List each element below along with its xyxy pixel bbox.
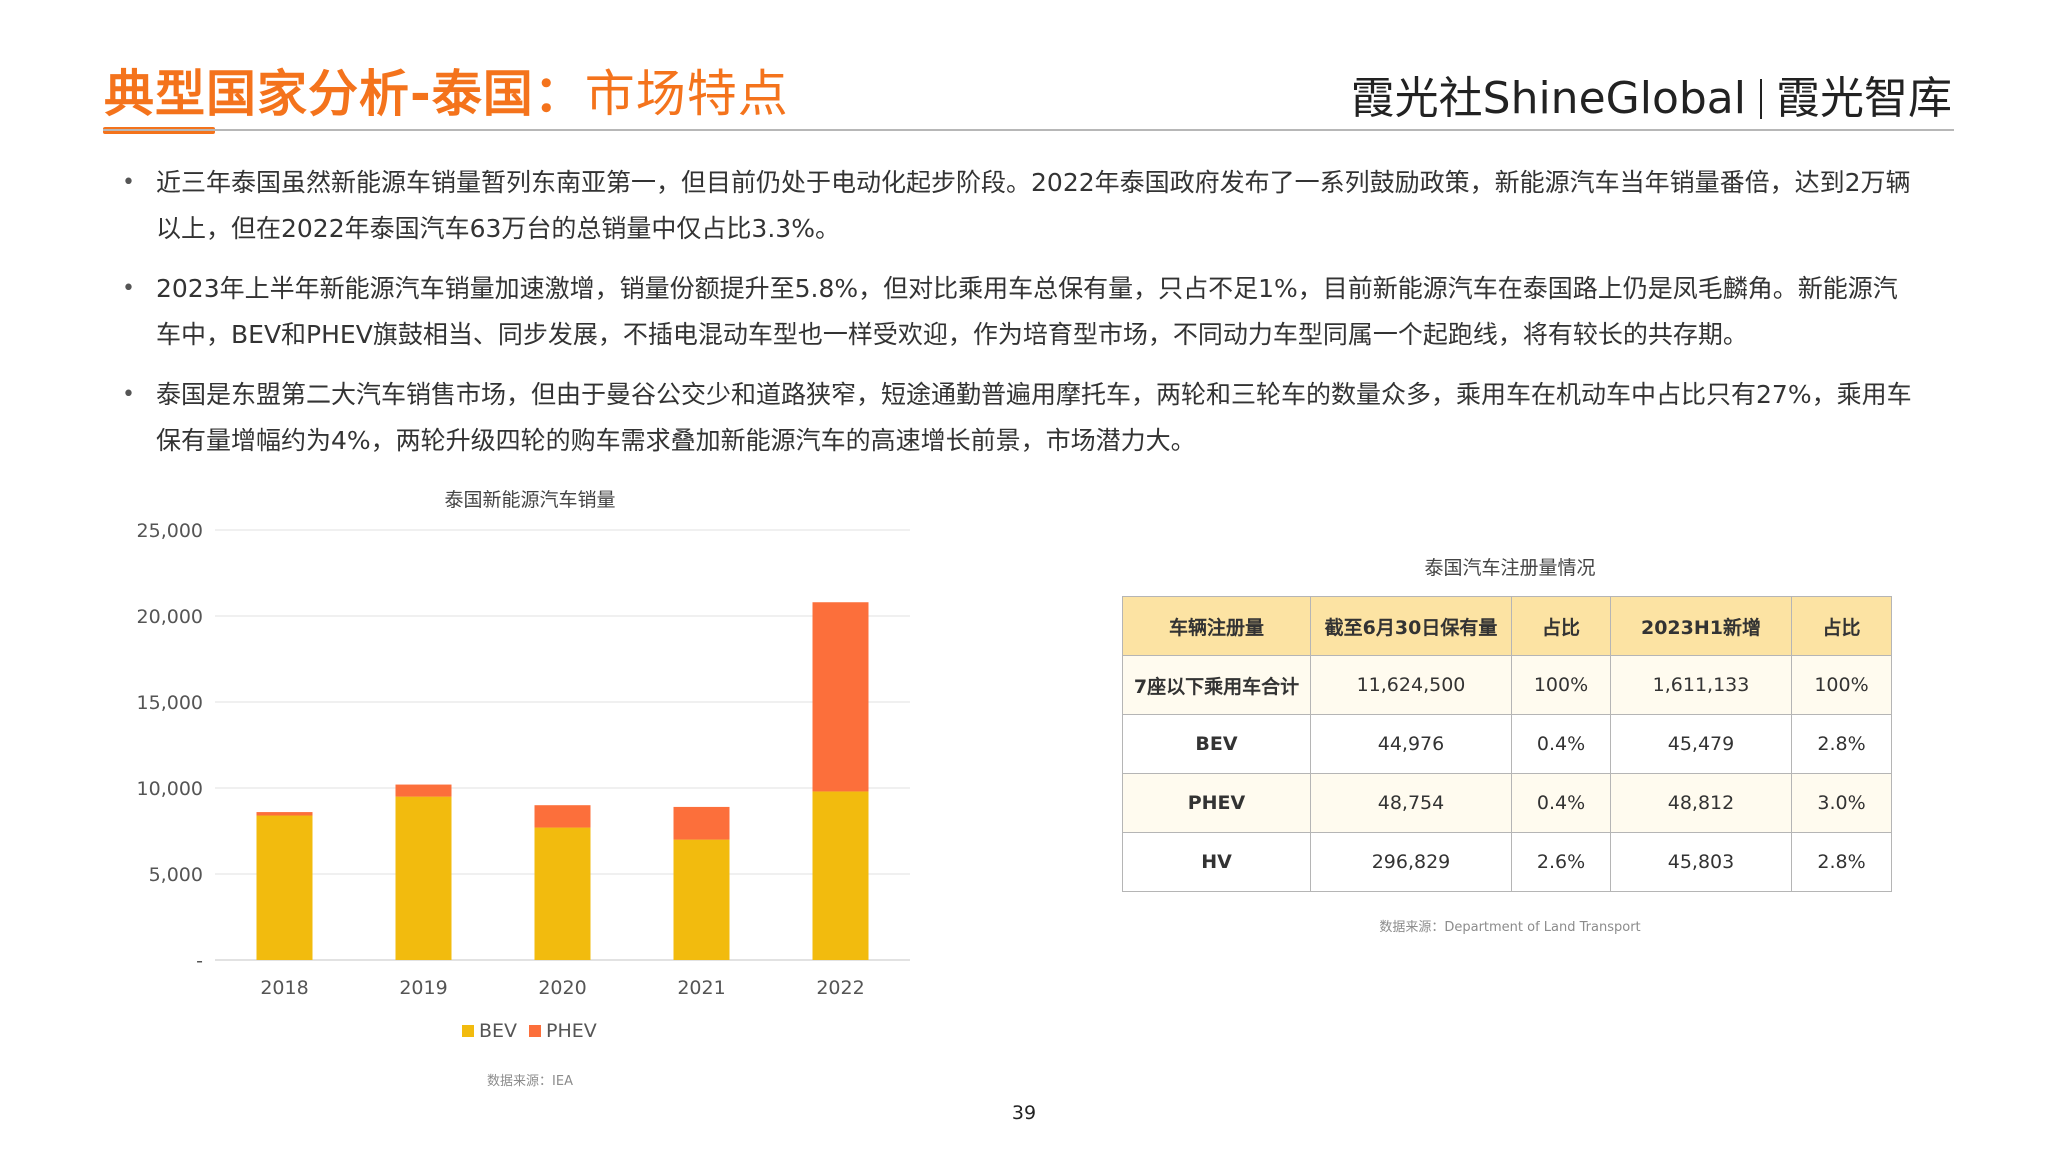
page-title: 典型国家分析-泰国：市场特点 bbox=[104, 54, 789, 126]
table-cell: 2.8% bbox=[1791, 832, 1892, 892]
table-cell: HV bbox=[1122, 832, 1311, 892]
y-tick-label: 15,000 bbox=[137, 692, 203, 714]
registration-table: 车辆注册量 截至6月30日保有量 占比 2023H1新增 占比 7座以下乘用车合… bbox=[1122, 596, 1892, 892]
bar-bev-2022 bbox=[812, 791, 869, 960]
table-row: HV 296,829 2.6% 45,803 2.8% bbox=[1122, 832, 1892, 892]
table-header-cell: 占比 bbox=[1511, 596, 1611, 656]
x-tick-label: 2020 bbox=[538, 977, 586, 999]
y-tick-label: 10,000 bbox=[137, 778, 203, 800]
page-title-sub: 市场特点 bbox=[584, 65, 789, 123]
table-cell: 44,976 bbox=[1310, 714, 1512, 774]
legend-label-phev: PHEV bbox=[546, 1020, 597, 1042]
x-tick-label: 2021 bbox=[677, 977, 725, 999]
table-row: PHEV 48,754 0.4% 48,812 3.0% bbox=[1122, 773, 1892, 833]
bullet-list: 近三年泰国虽然新能源车销量暂列东南亚第一，但目前仍处于电动化起步阶段。2022年… bbox=[120, 160, 1920, 478]
header-rule bbox=[103, 129, 1954, 131]
table-cell: 0.4% bbox=[1511, 714, 1611, 774]
table-cell: 100% bbox=[1791, 655, 1892, 715]
ev-sales-chart: - 5,000 10,000 15,000 20,000 25,000 2018 2019 20… bbox=[137, 520, 910, 1042]
brand-right: 霞光智库 bbox=[1776, 73, 1952, 124]
x-tick-label: 2019 bbox=[399, 977, 447, 999]
bar-bev-2021 bbox=[673, 839, 730, 960]
legend-swatch-bev bbox=[462, 1025, 474, 1037]
brand-left: 霞光社ShineGlobal bbox=[1350, 73, 1746, 124]
bar-phev-2020 bbox=[534, 805, 591, 828]
brand-logo: 霞光社ShineGlobal 霞光智库 bbox=[1351, 62, 1952, 126]
table-source: 数据来源：Department of Land Transport bbox=[1379, 920, 1641, 935]
table-cell: 100% bbox=[1511, 655, 1611, 715]
table-header-cell: 截至6月30日保有量 bbox=[1310, 596, 1512, 656]
legend-swatch-phev bbox=[529, 1025, 541, 1037]
table-cell: 2.8% bbox=[1791, 714, 1892, 774]
chart-source: 数据来源：IEA bbox=[487, 1074, 573, 1089]
table-cell: 48,754 bbox=[1310, 773, 1512, 833]
table-header-cell: 2023H1新增 bbox=[1610, 596, 1792, 656]
bar-bev-2019 bbox=[395, 796, 452, 960]
table-cell: 0.4% bbox=[1511, 773, 1611, 833]
y-tick-label: 5,000 bbox=[149, 864, 203, 886]
table-cell: 2.6% bbox=[1511, 832, 1611, 892]
bar-bev-2020 bbox=[534, 827, 591, 960]
table-cell: 45,803 bbox=[1610, 832, 1792, 892]
x-tick-label: 2022 bbox=[816, 977, 864, 999]
x-tick-label: 2018 bbox=[260, 977, 308, 999]
table-cell: 1,611,133 bbox=[1610, 655, 1792, 715]
bullet-item: 近三年泰国虽然新能源车销量暂列东南亚第一，但目前仍处于电动化起步阶段。2022年… bbox=[120, 160, 1920, 252]
table-header-row: 车辆注册量 截至6月30日保有量 占比 2023H1新增 占比 bbox=[1122, 596, 1892, 656]
page-title-main: 典型国家分析-泰国： bbox=[104, 65, 585, 123]
bar-phev-2021 bbox=[673, 806, 730, 840]
table-cell: 296,829 bbox=[1310, 832, 1512, 892]
y-tick-label: 25,000 bbox=[137, 520, 203, 542]
table-cell: 7座以下乘用车合计 bbox=[1122, 655, 1311, 715]
bullet-item: 泰国是东盟第二大汽车销售市场，但由于曼谷公交少和道路狭窄，短途通勤普遍用摩托车，… bbox=[120, 372, 1920, 464]
y-tick-label: 20,000 bbox=[137, 606, 203, 628]
table-cell: 45,479 bbox=[1610, 714, 1792, 774]
table-title: 泰国汽车注册量情况 bbox=[1424, 557, 1596, 579]
bar-phev-2019 bbox=[395, 784, 452, 797]
bar-phev-2022 bbox=[812, 602, 869, 792]
bullet-item: 2023年上半年新能源汽车销量加速激增，销量份额提升至5.8%，但对比乘用车总保… bbox=[120, 266, 1920, 358]
y-tick-label: - bbox=[196, 950, 203, 972]
table-row: BEV 44,976 0.4% 45,479 2.8% bbox=[1122, 714, 1892, 774]
table-header-cell: 车辆注册量 bbox=[1122, 596, 1311, 656]
table-cell: BEV bbox=[1122, 714, 1311, 774]
table-cell: 11,624,500 bbox=[1310, 655, 1512, 715]
legend-label-bev: BEV bbox=[479, 1020, 517, 1042]
chart-title: 泰国新能源汽车销量 bbox=[444, 489, 616, 511]
table-cell: 48,812 bbox=[1610, 773, 1792, 833]
brand-separator bbox=[1760, 79, 1762, 119]
bar-phev-2018 bbox=[256, 812, 313, 816]
table-cell: PHEV bbox=[1122, 773, 1311, 833]
table-cell: 3.0% bbox=[1791, 773, 1892, 833]
bar-bev-2018 bbox=[256, 815, 313, 960]
page-number: 39 bbox=[1011, 1102, 1037, 1124]
table-header-cell: 占比 bbox=[1791, 596, 1892, 656]
table-row: 7座以下乘用车合计 11,624,500 100% 1,611,133 100% bbox=[1122, 655, 1892, 715]
